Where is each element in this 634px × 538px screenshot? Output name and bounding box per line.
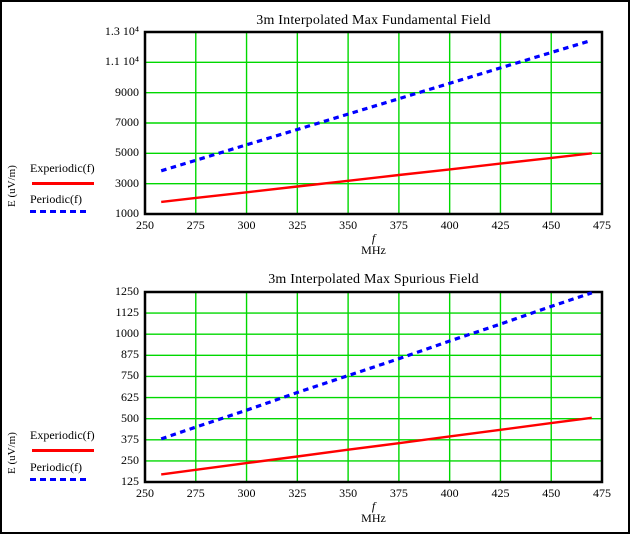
x-tick-label: 475 [593,486,611,500]
x-tick-label: 450 [542,218,561,232]
y-tick-label: 125 [121,474,139,488]
y-tick-label: 500 [121,410,139,425]
legend-line-sample-solid [32,449,94,452]
x-tick-label: 275 [186,486,205,500]
x-tick-label: 300 [237,486,256,500]
y-tick-label: 1.1 10⁴ [104,54,139,69]
x-tick-label: 450 [542,486,561,500]
x-tick-label: 400 [440,218,459,232]
y-tick-label: 750 [121,368,139,383]
legend-line-sample-solid [32,182,94,185]
x-tick-label: 250 [136,486,154,500]
x-tick-label: 425 [491,218,510,232]
chart-title: 3m Interpolated Max Spurious Field [268,272,479,287]
chart-spurious-field: 3m Interpolated Max Spurious Field 1250 11… [2,2,628,532]
plot-frame [143,290,604,484]
legend-label-experiodic: Experiodic(f) [30,428,95,442]
gridlines [145,292,602,482]
x-tick-label: 400 [440,486,459,500]
y-tick-label: 1125 [115,305,139,320]
legend-line-sample-dashed [30,210,88,213]
x-axis-variable-label: f [371,231,376,245]
y-tick-label: 3000 [115,175,139,190]
y-tick-label: 1000 [115,326,139,341]
legend-label-periodic: Periodic(f) [30,460,82,474]
plot-frame [143,30,604,216]
plot-canvas [143,30,604,216]
x-tick-label: 250 [136,218,154,232]
x-tick-label: 375 [389,218,408,232]
legend-label-experiodic: Experiodic(f) [30,161,95,175]
y-tick-label: 7000 [115,115,139,129]
x-tick-label: 300 [237,218,256,232]
series-line-periodicf [160,291,593,441]
series-line-experiodicf [161,152,592,204]
y-tick-label: 1250 [115,284,139,298]
x-tick-label: 375 [389,486,408,500]
x-tick-label: 325 [288,486,307,500]
series-line-periodicf [160,38,593,173]
x-tick-label: 425 [491,486,510,500]
y-tick-label: 375 [121,431,139,446]
legend-label-periodic: Periodic(f) [30,192,82,206]
series-line-experiodicf [161,416,592,476]
y-axis-label: E (uV/m) [5,432,18,474]
x-tick-label: 350 [339,486,358,500]
x-tick-label: 325 [288,218,307,232]
chart-fundamental-field: 3m Interpolated Max Fundamental Field 1.3… [2,2,628,532]
plot-canvas [143,290,604,484]
legend-line-sample-dashed [30,478,88,481]
x-axis-unit-label: MHz [361,511,386,525]
y-tick-label: 625 [121,389,139,404]
y-tick-label: 875 [121,347,139,362]
y-tick-label: 1000 [115,206,139,220]
x-axis-variable-label: f [371,499,376,513]
x-tick-label: 350 [339,218,358,232]
x-tick-label: 475 [593,218,611,232]
x-tick-label: 275 [186,218,205,232]
y-tick-label: 250 [121,452,139,467]
y-tick-label: 9000 [115,84,139,99]
y-tick-label: 5000 [115,145,139,160]
x-axis-unit-label: MHz [361,243,386,257]
y-tick-label: 1.3 10⁴ [104,24,139,38]
chart-title: 3m Interpolated Max Fundamental Field [256,13,491,28]
